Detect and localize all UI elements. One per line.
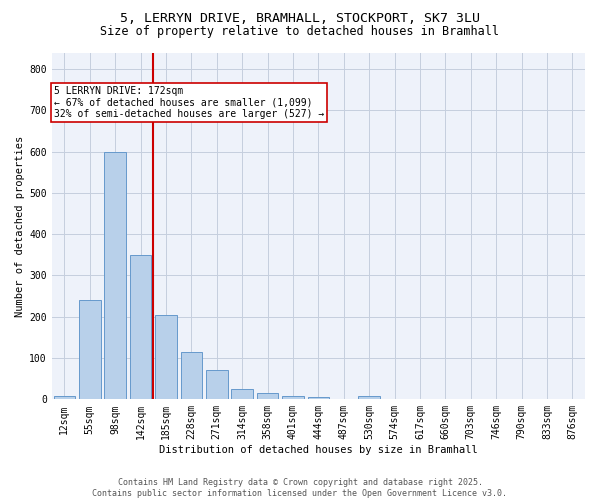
- X-axis label: Distribution of detached houses by size in Bramhall: Distribution of detached houses by size …: [159, 445, 478, 455]
- Bar: [308, 398, 329, 400]
- Y-axis label: Number of detached properties: Number of detached properties: [15, 136, 25, 316]
- Bar: [257, 393, 278, 400]
- Bar: [104, 152, 126, 400]
- Text: 5 LERRYN DRIVE: 172sqm
← 67% of detached houses are smaller (1,099)
32% of semi-: 5 LERRYN DRIVE: 172sqm ← 67% of detached…: [54, 86, 325, 118]
- Bar: [155, 314, 177, 400]
- Bar: [53, 396, 75, 400]
- Bar: [358, 396, 380, 400]
- Bar: [79, 300, 101, 400]
- Bar: [282, 396, 304, 400]
- Bar: [181, 352, 202, 400]
- Bar: [130, 255, 151, 400]
- Text: Contains HM Land Registry data © Crown copyright and database right 2025.
Contai: Contains HM Land Registry data © Crown c…: [92, 478, 508, 498]
- Bar: [206, 370, 227, 400]
- Text: Size of property relative to detached houses in Bramhall: Size of property relative to detached ho…: [101, 25, 499, 38]
- Text: 5, LERRYN DRIVE, BRAMHALL, STOCKPORT, SK7 3LU: 5, LERRYN DRIVE, BRAMHALL, STOCKPORT, SK…: [120, 12, 480, 26]
- Bar: [232, 389, 253, 400]
